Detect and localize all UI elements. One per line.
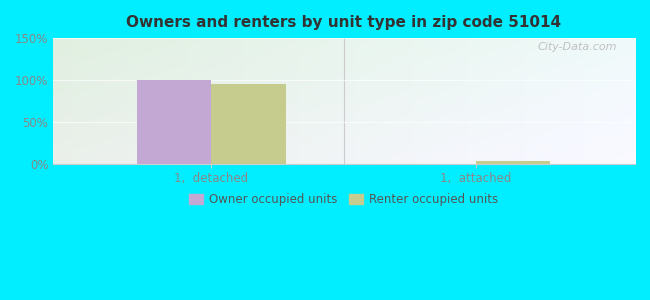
Text: City-Data.com: City-Data.com bbox=[538, 42, 617, 52]
Bar bbox=[476, 161, 551, 164]
Legend: Owner occupied units, Renter occupied units: Owner occupied units, Renter occupied un… bbox=[185, 188, 503, 211]
Bar bbox=[211, 84, 285, 164]
Bar bbox=[137, 80, 211, 164]
Title: Owners and renters by unit type in zip code 51014: Owners and renters by unit type in zip c… bbox=[126, 15, 562, 30]
